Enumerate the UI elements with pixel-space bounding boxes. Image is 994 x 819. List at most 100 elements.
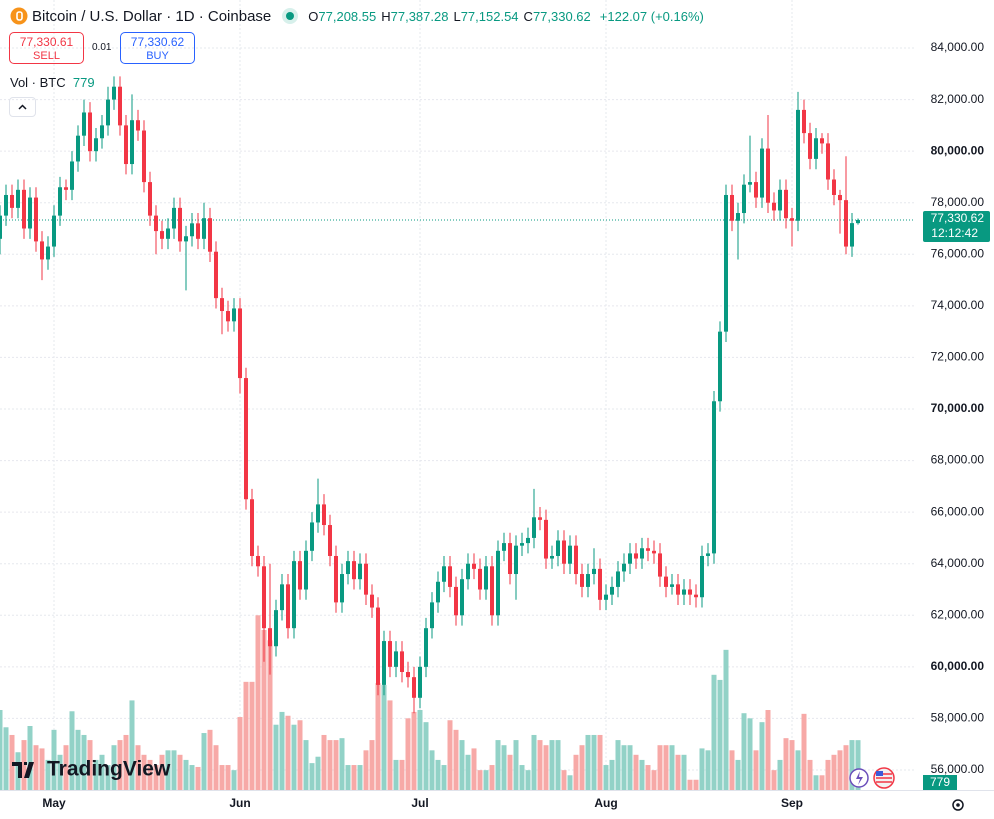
candle-body: [544, 519, 548, 559]
volume-bar: [795, 750, 801, 790]
volume-bar: [717, 679, 723, 790]
volume-bar: [519, 765, 525, 790]
candle-body: [352, 561, 356, 580]
volume-bar: [417, 710, 423, 790]
volume-bar: [333, 740, 339, 790]
candle-body: [790, 218, 794, 221]
volume-bar: [597, 734, 603, 790]
candle-body: [634, 553, 638, 559]
candle-body: [574, 545, 578, 575]
volume-bar: [189, 765, 195, 790]
volume-bar: [471, 748, 477, 790]
candle-body: [484, 566, 488, 590]
volume-bar: [207, 729, 213, 790]
candle-body: [580, 574, 584, 587]
volume-bar: [465, 754, 471, 790]
candle-body: [700, 555, 704, 598]
candle-body: [34, 197, 38, 242]
volume-bar: [177, 754, 183, 790]
candle-body: [232, 308, 236, 322]
candle-body: [388, 641, 392, 667]
candle-body: [28, 197, 32, 229]
candle-body: [820, 138, 824, 144]
candle-body: [406, 672, 410, 678]
volume-bar: [537, 740, 543, 790]
candle-body: [280, 584, 284, 611]
sell-button[interactable]: 77,330.61 SELL: [9, 32, 84, 64]
candle-body: [736, 213, 740, 221]
candle-body: [676, 584, 680, 595]
candle-body: [208, 218, 212, 252]
candle-body: [376, 607, 380, 685]
volume-bar: [693, 779, 699, 790]
x-tick-label: Aug: [594, 796, 617, 810]
volume-bar: [783, 738, 789, 790]
volume-bar: [195, 766, 201, 790]
volume-bar: [831, 754, 837, 790]
candle-body: [82, 112, 86, 136]
spread: 0.01: [92, 42, 112, 53]
volume-bar: [81, 734, 87, 790]
volume-bar: [843, 745, 849, 790]
volume-bar: [549, 740, 555, 790]
candle-body: [196, 223, 200, 239]
y-tick-label: 72,000.00: [931, 350, 985, 364]
volume-bar: [351, 765, 357, 790]
volume-bar: [585, 734, 591, 790]
candle-body: [358, 563, 362, 580]
volume-bar: [681, 754, 687, 790]
candle-body: [802, 109, 806, 134]
volume-bar: [285, 715, 291, 790]
candle-body: [214, 251, 218, 299]
candle-body: [154, 215, 158, 232]
x-tick-label: Jul: [411, 796, 428, 810]
candle-body: [502, 543, 506, 551]
volume-bar: [561, 770, 567, 790]
candle-body: [448, 566, 452, 587]
volume-bar: [357, 765, 363, 790]
y-tick-label: 56,000.00: [931, 762, 985, 776]
volume-bar: [573, 754, 579, 790]
brand: TradingView: [47, 758, 171, 781]
flag-icons: [849, 767, 895, 789]
buy-button[interactable]: 77,330.62 BUY: [120, 32, 195, 64]
collapse-button[interactable]: [9, 97, 36, 117]
y-tick-label: 82,000.00: [931, 92, 985, 106]
volume-bar: [303, 740, 309, 790]
volume-bar: [69, 711, 75, 790]
candle-body: [10, 194, 14, 208]
candle-body: [142, 130, 146, 183]
price-tag-countdown: 12:12:42: [931, 226, 978, 240]
candle-body: [466, 563, 470, 580]
volume-bar: [129, 700, 135, 790]
volume-bar: [675, 754, 681, 790]
volume-bar: [855, 740, 861, 790]
candle-body: [382, 641, 386, 685]
candle-body: [130, 120, 134, 165]
candle-body: [682, 589, 686, 595]
y-tick-label: 74,000.00: [931, 298, 985, 312]
volume-bar: [615, 740, 621, 790]
volume-bar: [291, 724, 297, 790]
volume-bar: [819, 775, 825, 790]
candle-body: [598, 568, 602, 600]
candle-body: [688, 589, 692, 595]
candle-body: [274, 610, 278, 647]
y-tick-label: 70,000.00: [931, 401, 985, 415]
settings-icon[interactable]: [952, 799, 964, 811]
volume-bar: [771, 770, 777, 790]
candle-body: [778, 189, 782, 211]
volume-bar: [639, 759, 645, 790]
candle-body: [100, 125, 104, 139]
volume-bar: [621, 745, 627, 790]
ohlc-value: 77,208.55: [318, 8, 377, 24]
candle-body: [418, 666, 422, 698]
candle-body: [58, 187, 62, 216]
volume-bar: [375, 683, 381, 790]
candle-body: [526, 537, 530, 544]
grid: [0, 0, 915, 790]
candle-body: [670, 584, 674, 587]
candle-body: [844, 200, 848, 247]
y-tick-label: 68,000.00: [931, 453, 985, 467]
volume-bar: [297, 720, 303, 790]
